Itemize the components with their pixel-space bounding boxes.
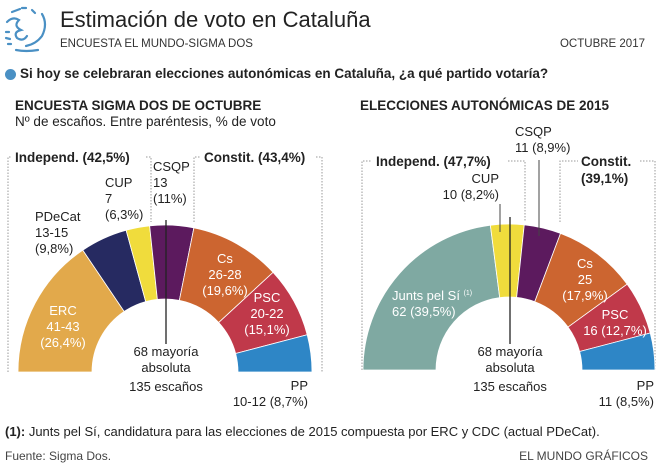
party-vote: (12,7%)	[601, 323, 647, 338]
bloc-label-constit: Constit. (39,1%)	[578, 153, 635, 187]
majority-text: 68 mayoría	[133, 344, 199, 359]
source-label: Fuente: Sigma Dos.	[5, 449, 112, 463]
party-name: PSC	[601, 307, 629, 322]
footnote-marker: (1):	[5, 424, 26, 439]
party-label-junts-pel-si: Junts pel Sí (1) 62 (39,5%)	[392, 288, 472, 320]
right-arc-group	[362, 223, 656, 371]
party-vote: (39,5%)	[410, 304, 456, 319]
majority-label-left: 68 mayoría absoluta 135 escaños	[116, 344, 216, 395]
bullet-dot-icon	[5, 69, 16, 80]
bloc-bracket-constit-right	[559, 160, 656, 370]
total-seats-text: 135 escaños	[473, 379, 547, 394]
footnote-text: Junts pel Sí, candidatura para las elecc…	[25, 424, 600, 439]
party-label-pp: PP 10-12 (8,7%)	[233, 378, 308, 410]
party-name: Cs	[577, 256, 593, 271]
party-name: ERC	[49, 303, 77, 318]
party-name: PP	[636, 378, 654, 393]
party-vote: (9,8%)	[35, 241, 74, 256]
party-seats: 11	[598, 394, 613, 409]
party-seats: 7	[105, 191, 113, 206]
party-name: CSQP	[153, 159, 190, 174]
party-name: PDeCat	[35, 209, 81, 224]
party-seats: 13-15	[35, 225, 69, 240]
party-vote: (8,9%)	[532, 140, 571, 155]
party-label-cup: CUP 10 (8,2%)	[443, 171, 499, 203]
party-name: PSC	[253, 290, 281, 305]
page-subtitle: ENCUESTA EL MUNDO-SIGMA DOS	[60, 38, 253, 50]
arc-segment-pp	[235, 334, 313, 373]
party-name: CUP	[105, 175, 133, 190]
page-title: Estimación de voto en Cataluña	[60, 7, 371, 32]
party-seats: 10	[442, 187, 458, 202]
majority-text: 68 mayoría	[477, 344, 543, 359]
left-chart-subtitle: Nº de escaños. Entre paréntesis, % de vo…	[15, 114, 276, 129]
party-seats: 25	[577, 272, 593, 287]
party-name: PP	[290, 378, 308, 393]
party-name: CUP	[471, 171, 499, 186]
footnote: (1): Junts pel Sí, candidatura para las …	[5, 424, 600, 439]
bloc-label-independ: Independ. (42,5%)	[12, 149, 133, 166]
bloc-bracket-constit-left	[193, 156, 323, 372]
party-label-psc: PSC 20-22 (15,1%)	[242, 290, 292, 338]
party-vote: (6,3%)	[105, 207, 144, 222]
party-seats: 26-28	[208, 267, 242, 282]
party-seats: 13	[153, 175, 168, 190]
left-chart-title: ENCUESTA SIGMA DOS DE OCTUBRE	[15, 98, 262, 113]
party-label-cs: Cs 25 (17,9%)	[560, 256, 610, 304]
party-seats: 11	[515, 140, 529, 155]
party-name: CSQP	[515, 124, 552, 139]
footnote-marker: (1)	[463, 290, 473, 297]
party-seats: 20-22	[250, 306, 284, 321]
bloc-label-independ: Independ. (47,7%)	[373, 153, 494, 170]
party-seats: 41-43	[46, 319, 80, 334]
party-label-psc: PSC 16 (12,7%)	[580, 307, 650, 339]
party-vote: (11%)	[153, 191, 187, 206]
party-label-cs: Cs 26-28 (19,6%)	[200, 251, 250, 299]
party-label-erc: ERC 41-43 (26,4%)	[38, 303, 88, 351]
majority-text: absoluta	[485, 360, 535, 375]
party-vote: (8,5%)	[615, 394, 654, 409]
party-name: Junts pel Sí	[392, 288, 460, 303]
party-label-cup: CUP 7 (6,3%)	[105, 175, 143, 223]
party-label-csqp: CSQP 13 (11%)	[153, 159, 190, 207]
question-text: Si hoy se celebraran elecciones autonómi…	[20, 66, 549, 81]
party-label-csqp: CSQP 11 (8,9%)	[515, 124, 570, 156]
party-vote: (19,6%)	[202, 283, 248, 298]
majority-text: absoluta	[141, 360, 191, 375]
credit-label: EL MUNDO GRÁFICOS	[519, 449, 648, 463]
party-seats: 62	[392, 304, 407, 319]
party-name: Cs	[217, 251, 233, 266]
date-label: OCTUBRE 2017	[559, 38, 645, 50]
majority-label-right: 68 mayoría absoluta 135 escaños	[460, 344, 560, 395]
bloc-name: Constit.	[581, 154, 632, 169]
bloc-label-constit: Constit. (43,4%)	[201, 149, 309, 166]
left-arc-group	[17, 224, 313, 373]
arc-segment-junts-pel-sí	[362, 224, 501, 371]
party-seats: 10-12	[232, 394, 267, 409]
party-label-pp: PP 11 (8,5%)	[599, 378, 654, 410]
party-seats: 16	[583, 323, 598, 338]
bloc-vote: (39,1%)	[581, 171, 629, 186]
party-vote: (8,2%)	[460, 187, 499, 202]
party-label-pdecat: PDeCat 13-15 (9,8%)	[35, 209, 81, 257]
sketch-face-logo-icon	[4, 6, 47, 53]
arc-segment-pp	[579, 332, 656, 371]
party-vote: (17,9%)	[562, 288, 608, 303]
party-vote: (8,7%)	[269, 394, 308, 409]
bloc-bracket-independ-right	[361, 160, 526, 370]
right-chart-title: ELECCIONES AUTONÓMICAS DE 2015	[360, 98, 610, 113]
party-vote: (26,4%)	[40, 335, 86, 350]
party-vote: (15,1%)	[244, 322, 290, 337]
total-seats-text: 135 escaños	[129, 379, 203, 394]
